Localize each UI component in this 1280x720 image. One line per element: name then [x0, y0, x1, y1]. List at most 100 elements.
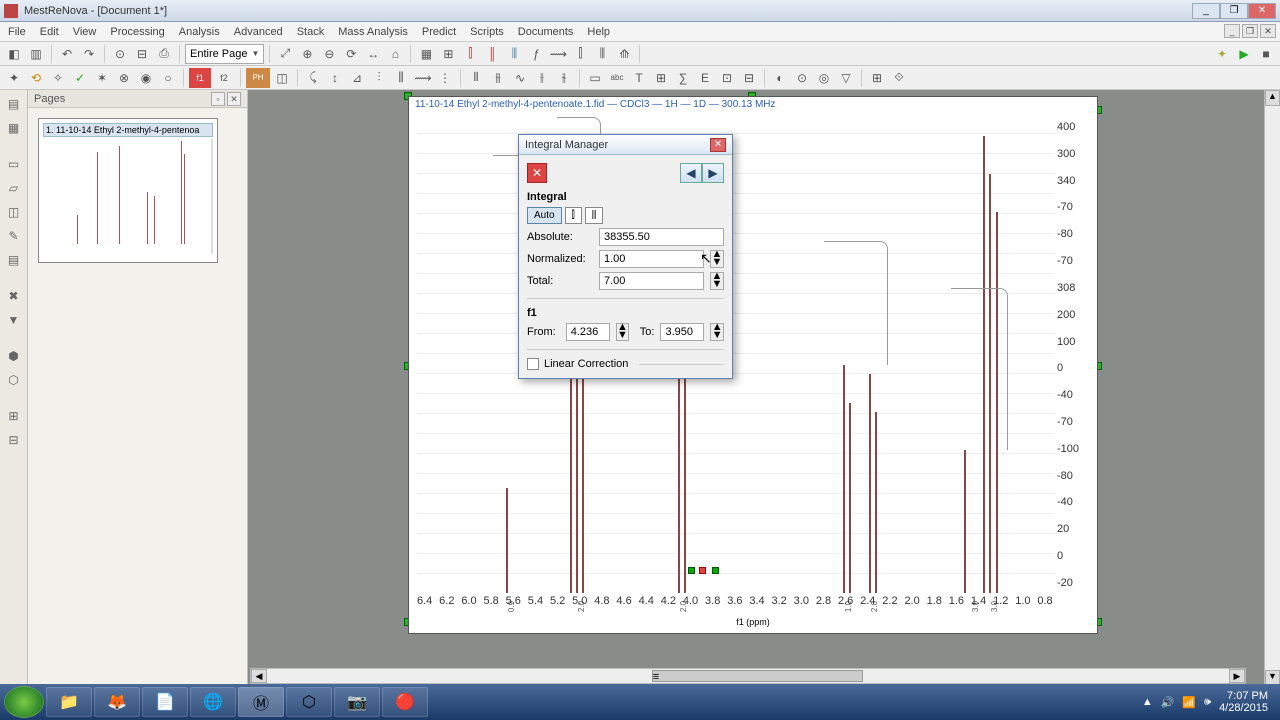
- tool-p4-icon[interactable]: ⫿: [570, 44, 590, 64]
- t2-e-icon[interactable]: ✶: [92, 68, 112, 88]
- lr-plus-icon[interactable]: ⊞: [4, 406, 24, 426]
- pages-close-icon[interactable]: ✕: [227, 92, 241, 106]
- from-input[interactable]: 4.236: [566, 323, 610, 341]
- phase-button[interactable]: PH: [246, 68, 270, 88]
- dialog-close-icon[interactable]: ✕: [710, 138, 726, 152]
- page-thumbnail[interactable]: 1. 11-10-14 Ethyl 2-methyl-4-pentenoa: [38, 118, 218, 263]
- t2-i-icon[interactable]: ⤹: [303, 68, 323, 88]
- maximize-button[interactable]: ❐: [1220, 3, 1248, 19]
- tool-x1-icon[interactable]: ⊞: [438, 44, 458, 64]
- lr-hex1-icon[interactable]: ⬢: [4, 346, 24, 366]
- t2-d-icon[interactable]: ✓: [70, 68, 90, 88]
- taskbar-firefox[interactable]: 🦊: [94, 687, 140, 717]
- lr-box-icon[interactable]: ◫: [4, 202, 24, 222]
- taskbar-chemdraw[interactable]: ⬡: [286, 687, 332, 717]
- fx-icon[interactable]: ƒ: [526, 44, 546, 64]
- f1-button[interactable]: f1: [189, 68, 211, 88]
- t2-a-icon[interactable]: ✦: [4, 68, 24, 88]
- t2-m-icon[interactable]: ⫼: [391, 68, 411, 88]
- lr-grid-icon[interactable]: ▤: [4, 250, 24, 270]
- normalized-spinner[interactable]: ▲▼: [710, 250, 724, 268]
- lr-pencil-icon[interactable]: ✎: [4, 226, 24, 246]
- menu-analysis[interactable]: Analysis: [179, 26, 220, 38]
- lr-shape-icon[interactable]: ▱: [4, 178, 24, 198]
- grid-icon[interactable]: ▦: [416, 44, 436, 64]
- integral-handle[interactable]: [688, 567, 695, 574]
- mode-auto-button[interactable]: Auto: [527, 207, 562, 224]
- peaks2-icon[interactable]: ║: [482, 44, 502, 64]
- menu-stack[interactable]: Stack: [297, 26, 325, 38]
- menu-predict[interactable]: Predict: [422, 26, 456, 38]
- t2-text-icon[interactable]: T: [629, 68, 649, 88]
- menu-processing[interactable]: Processing: [110, 26, 164, 38]
- spectrum-plot[interactable]: 0.92.02.01.02.03.03.0: [417, 117, 1053, 593]
- t2-z-icon[interactable]: ▽: [836, 68, 856, 88]
- zoom-in-icon[interactable]: ⊕: [297, 44, 317, 64]
- scroll-right-button[interactable]: ▶: [1229, 669, 1245, 683]
- tool-p5-icon[interactable]: ⫼: [592, 44, 612, 64]
- t2-abc-icon[interactable]: abc: [607, 68, 627, 88]
- t2-j-icon[interactable]: ↕: [325, 68, 345, 88]
- t2-g-icon[interactable]: ◉: [136, 68, 156, 88]
- t2-f-icon[interactable]: ⊗: [114, 68, 134, 88]
- tray-net-icon[interactable]: 📶: [1182, 696, 1196, 709]
- t2-k-icon[interactable]: ⊿: [347, 68, 367, 88]
- t2-n-icon[interactable]: ⟿: [413, 68, 433, 88]
- to-spinner[interactable]: ▲▼: [710, 323, 724, 341]
- lr-rect-icon[interactable]: ▭: [4, 154, 24, 174]
- t2-s-icon[interactable]: ⫲: [532, 68, 552, 88]
- zoom-out-icon[interactable]: ⊖: [319, 44, 339, 64]
- home-icon[interactable]: ⌂: [385, 44, 405, 64]
- tray-snd-icon[interactable]: 🕪: [1204, 696, 1211, 709]
- mdi-minimize[interactable]: _: [1224, 24, 1240, 38]
- t2-q-icon[interactable]: ⫵: [488, 68, 508, 88]
- refresh-icon[interactable]: ⟳: [341, 44, 361, 64]
- mdi-restore[interactable]: ❐: [1242, 24, 1258, 38]
- tool-expand-icon[interactable]: ⤢: [275, 44, 295, 64]
- lr-2-icon[interactable]: ▦: [4, 118, 24, 138]
- absolute-input[interactable]: 38355.50: [599, 228, 724, 246]
- taskbar-camera[interactable]: 📷: [334, 687, 380, 717]
- play-icon[interactable]: ▶: [1234, 44, 1254, 64]
- t2-table-icon[interactable]: ⊞: [651, 68, 671, 88]
- menu-view[interactable]: View: [73, 26, 97, 38]
- lr-1-icon[interactable]: ▤: [4, 94, 24, 114]
- prev-integral-button[interactable]: ◀: [680, 163, 702, 183]
- tool-layout2-icon[interactable]: ▥: [26, 44, 46, 64]
- t2-aa-icon[interactable]: ⊞: [867, 68, 887, 88]
- normalized-input[interactable]: 1.00: [599, 250, 704, 268]
- t2-v-icon[interactable]: ⊟: [739, 68, 759, 88]
- integral-handle-center[interactable]: [699, 567, 706, 574]
- mode-manual1-button[interactable]: ⫿: [565, 207, 582, 224]
- t2-u-icon[interactable]: ⊡: [717, 68, 737, 88]
- taskbar-record[interactable]: 🔴: [382, 687, 428, 717]
- start-button[interactable]: [4, 686, 44, 718]
- taskbar-mestrenova[interactable]: Ⓜ: [238, 687, 284, 717]
- from-spinner[interactable]: ▲▼: [616, 323, 630, 341]
- t2-y-icon[interactable]: ◎: [814, 68, 834, 88]
- mdi-close[interactable]: ✕: [1260, 24, 1276, 38]
- lr-down-icon[interactable]: ▼: [4, 310, 24, 330]
- t2-rect-icon[interactable]: ▭: [585, 68, 605, 88]
- next-integral-button[interactable]: ▶: [702, 163, 724, 183]
- tool-wand-icon[interactable]: ✦: [1212, 44, 1232, 64]
- undo-icon[interactable]: ↶: [57, 44, 77, 64]
- scroll-left-button[interactable]: ◀: [251, 669, 267, 683]
- scroll-thumb[interactable]: ≡: [652, 670, 864, 682]
- t2-h-icon[interactable]: ○: [158, 68, 178, 88]
- f2-button[interactable]: f2: [213, 68, 235, 88]
- tray-vol-icon[interactable]: 🔊: [1161, 696, 1175, 709]
- lr-last-icon[interactable]: ⊟: [4, 430, 24, 450]
- peaks1-icon[interactable]: ⫿: [460, 44, 480, 64]
- total-spinner[interactable]: ▲▼: [710, 272, 724, 290]
- t2-r-icon[interactable]: ∿: [510, 68, 530, 88]
- tool-wave-icon[interactable]: ⟿: [548, 44, 568, 64]
- linear-correction-checkbox[interactable]: Linear Correction: [527, 358, 724, 370]
- redo-icon[interactable]: ↷: [79, 44, 99, 64]
- delete-integral-button[interactable]: ✕: [527, 163, 547, 183]
- tool-h-icon[interactable]: ↔: [363, 44, 383, 64]
- close-button[interactable]: ✕: [1248, 3, 1276, 19]
- total-input[interactable]: 7.00: [599, 272, 704, 290]
- canvas[interactable]: 11-10-14 Ethyl 2-methyl-4-pentenoate.1.f…: [248, 90, 1264, 686]
- zoom-select[interactable]: Entire Page ▼: [185, 44, 264, 64]
